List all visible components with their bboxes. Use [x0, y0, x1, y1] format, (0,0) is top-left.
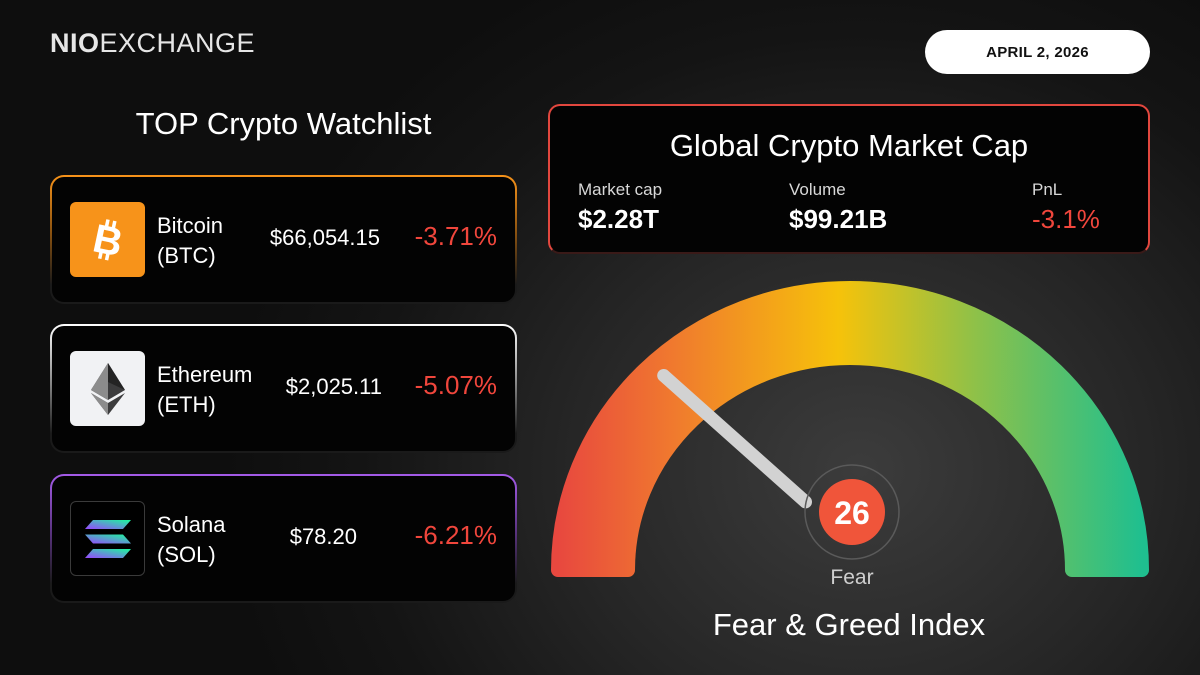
market-cap-title: Global Crypto Market Cap [669, 128, 1029, 163]
coin-name: Solana [157, 512, 226, 537]
ethereum-icon [70, 351, 145, 426]
volume-value: $99.21B [789, 204, 888, 234]
coin-price: $2,025.11 [285, 374, 382, 399]
coin-name: Bitcoin [157, 213, 224, 238]
pnl-label: PnL [1032, 180, 1063, 199]
date-badge: APRIL 2, 2026 [925, 30, 1150, 74]
market-cap-card: Global Crypto Market Cap Market cap $2.2… [548, 104, 1150, 254]
coin-card-bitcoin[interactable]: B Bitcoin (BTC) $66,054.15 -3.71% [50, 175, 517, 304]
fear-greed-gauge: 26 Fear [551, 281, 1149, 589]
coin-card-solana[interactable]: Solana (SOL) $78.20 -6.21% [50, 474, 517, 603]
brand-logo: NIOEXCHANGE [50, 28, 255, 59]
gauge-badge-ring [804, 464, 900, 560]
gauge-badge [819, 479, 885, 545]
coin-ticker: (SOL) [157, 542, 216, 567]
coin-price: $66,054.15 [269, 225, 380, 250]
coin-name-block: Bitcoin (BTC) [157, 211, 223, 271]
market-cap-label: Market cap [578, 180, 663, 199]
bitcoin-icon: B [70, 202, 145, 277]
coin-name: Ethereum [157, 362, 253, 387]
market-cap-value: $2.28T [578, 204, 659, 234]
volume-label: Volume [789, 180, 846, 199]
fear-greed-title: Fear & Greed Index [712, 607, 986, 642]
coin-change: -5.07% [414, 370, 497, 400]
coin-price: $78.20 [289, 524, 357, 549]
coin-change: -3.71% [414, 221, 497, 251]
pnl-value: -3.1% [1032, 204, 1100, 234]
coin-card-ethereum[interactable]: Ethereum (ETH) $2,025.11 -5.07% [50, 324, 517, 453]
gauge-sentiment: Fear [830, 566, 873, 589]
gauge-needle [657, 369, 812, 509]
coin-name-block: Solana (SOL) [157, 510, 226, 570]
gauge-arc [551, 281, 1149, 577]
coin-change: -6.21% [414, 520, 497, 550]
logo-light-text: EXCHANGE [99, 28, 256, 58]
watchlist-title: TOP Crypto Watchlist [135, 106, 432, 141]
coin-ticker: (BTC) [157, 243, 216, 268]
solana-icon [70, 501, 145, 576]
coin-name-block: Ethereum (ETH) [157, 360, 252, 420]
logo-bold-text: NIO [50, 28, 100, 58]
coin-ticker: (ETH) [157, 392, 216, 417]
gauge-value: 26 [834, 495, 870, 531]
